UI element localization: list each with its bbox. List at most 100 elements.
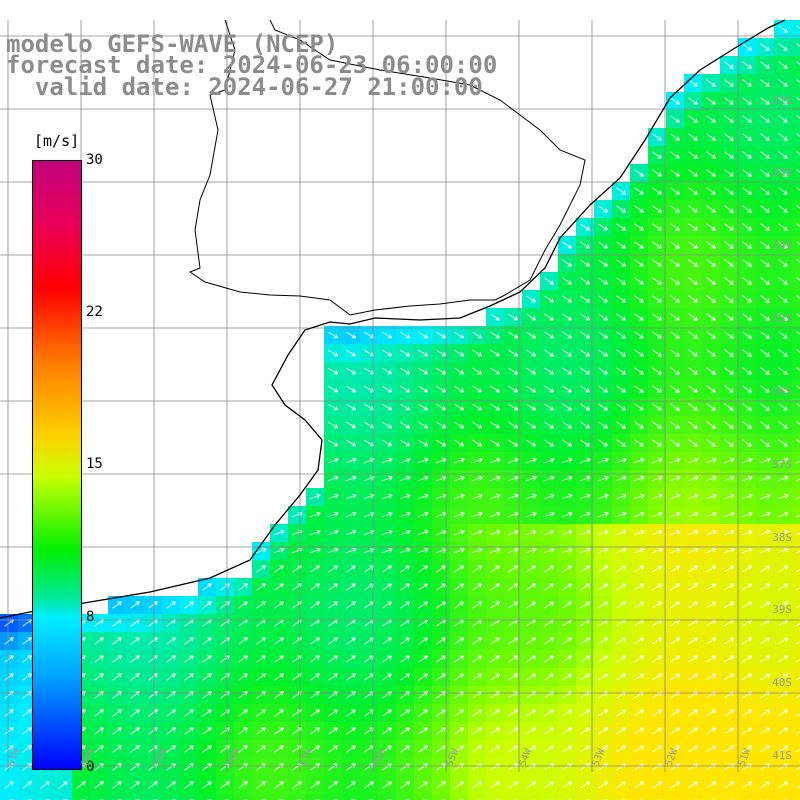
wind-arrow-icon	[400, 421, 411, 429]
wind-arrow-icon	[382, 439, 393, 447]
wind-arrow-icon	[490, 709, 500, 717]
wind-speed-cell	[414, 794, 433, 800]
wind-arrow-icon	[742, 223, 752, 231]
wind-arrow-icon	[561, 493, 573, 500]
wind-arrow-icon	[381, 547, 393, 554]
wind-arrow-icon	[526, 331, 536, 339]
wind-arrow-icon	[544, 637, 555, 645]
wind-arrow-icon	[327, 475, 339, 482]
wind-arrow-icon	[490, 655, 500, 663]
wind-arrow-icon	[688, 241, 698, 249]
wind-arrow-icon	[472, 781, 482, 789]
wind-arrow-icon	[471, 493, 483, 500]
wind-arrow-icon	[687, 547, 699, 554]
wind-arrow-icon	[184, 781, 194, 789]
wind-arrow-icon	[507, 493, 519, 500]
wind-arrow-icon	[778, 565, 789, 573]
wind-arrow-icon	[742, 241, 752, 249]
wind-arrow-icon	[598, 745, 609, 753]
wind-arrow-icon	[130, 763, 140, 771]
wind-arrow-icon	[777, 457, 789, 464]
wind-arrow-icon	[795, 478, 800, 482]
wind-arrow-icon	[526, 637, 536, 645]
wind-arrow-icon	[328, 637, 338, 645]
wind-arrow-icon	[471, 457, 483, 464]
wind-arrow-icon	[526, 781, 536, 789]
wind-arrow-icon	[561, 475, 573, 482]
wind-speed-cell	[792, 344, 800, 363]
wind-arrow-icon	[634, 421, 644, 429]
wind-arrow-icon	[598, 367, 608, 375]
wind-arrow-icon	[400, 727, 410, 735]
wind-arrow-icon	[724, 223, 734, 231]
wind-arrow-icon	[273, 529, 285, 536]
wind-arrow-icon	[778, 133, 788, 141]
wind-arrow-icon	[597, 529, 609, 536]
wind-arrow-icon	[742, 439, 752, 447]
wind-arrow-icon	[706, 601, 717, 609]
wind-arrow-icon	[616, 655, 627, 663]
wind-speed-cell	[792, 776, 800, 795]
wind-arrow-icon	[616, 781, 627, 789]
wind-arrow-icon	[796, 713, 800, 717]
wind-arrow-icon	[651, 547, 663, 554]
colorbar-tick-30: 30	[86, 152, 103, 168]
wind-arrow-icon	[615, 511, 627, 518]
wind-arrow-icon	[598, 421, 608, 429]
wind-arrow-icon	[94, 781, 104, 789]
wind-arrow-icon	[453, 493, 465, 500]
wind-arrow-icon	[741, 493, 753, 500]
wind-arrow-icon	[687, 511, 699, 518]
wind-arrow-icon	[346, 781, 356, 789]
wind-arrow-icon	[670, 277, 680, 285]
wind-arrow-icon	[741, 511, 753, 518]
wind-arrow-icon	[184, 637, 194, 645]
wind-arrow-icon	[778, 655, 789, 663]
wind-arrow-icon	[634, 439, 644, 447]
wind-arrow-icon	[652, 709, 663, 717]
wind-arrow-icon	[706, 781, 717, 789]
wind-arrow-icon	[795, 514, 800, 518]
wind-arrow-icon	[544, 277, 554, 285]
wind-arrow-icon	[580, 583, 591, 591]
wind-arrow-icon	[670, 97, 680, 105]
wind-arrow-icon	[561, 529, 573, 536]
wind-speed-cell	[792, 416, 800, 435]
wind-speed-cell	[108, 794, 127, 800]
wind-arrow-icon	[562, 385, 572, 393]
wind-arrow-icon	[741, 457, 753, 464]
wind-arrow-icon	[742, 205, 752, 213]
wind-arrow-icon	[760, 421, 770, 429]
wind-arrow-icon	[382, 367, 393, 375]
wind-arrow-icon	[274, 637, 284, 645]
wind-arrow-icon	[688, 403, 698, 411]
wind-arrow-icon	[526, 385, 536, 393]
wind-arrow-icon	[346, 367, 357, 375]
wind-arrow-icon	[742, 79, 752, 87]
wind-arrow-icon	[742, 151, 752, 159]
wind-arrow-icon	[706, 79, 716, 87]
graticule	[0, 20, 800, 772]
wind-arrow-icon	[418, 439, 429, 447]
wind-arrow-icon	[706, 115, 716, 123]
wind-arrow-icon	[670, 259, 680, 267]
wind-arrow-icon	[778, 385, 788, 393]
wind-arrow-icon	[796, 349, 800, 353]
wind-arrow-icon	[724, 313, 734, 321]
wind-arrow-icon	[508, 781, 518, 789]
wind-speed-cell	[270, 794, 289, 800]
wind-arrow-icon	[652, 349, 662, 357]
wind-arrow-icon	[615, 529, 627, 536]
wind-arrow-icon	[724, 169, 734, 177]
wind-arrow-icon	[436, 745, 446, 753]
wind-arrow-icon	[400, 385, 411, 393]
wind-arrow-icon	[418, 673, 428, 681]
wind-arrow-icon	[616, 205, 626, 213]
wind-arrow-icon	[706, 565, 717, 573]
wind-arrow-icon	[669, 457, 681, 464]
wind-speed-cell	[738, 794, 757, 800]
wind-arrow-icon	[724, 241, 734, 249]
wind-arrow-icon	[634, 241, 644, 249]
wind-arrow-icon	[670, 241, 680, 249]
wind-arrow-icon	[328, 565, 338, 573]
